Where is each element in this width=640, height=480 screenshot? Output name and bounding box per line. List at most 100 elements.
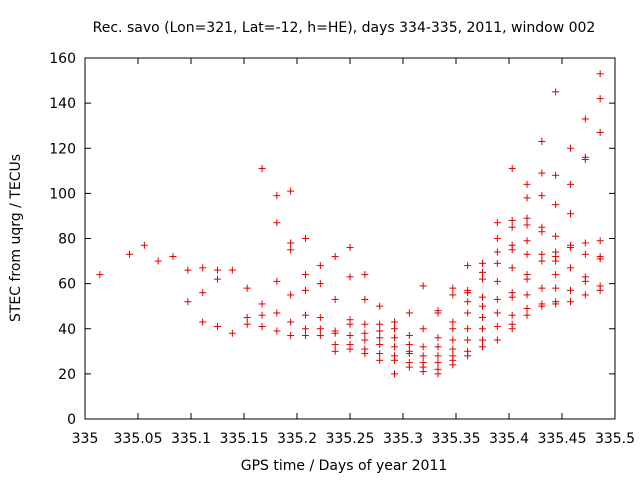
data-point — [184, 298, 192, 306]
data-point — [419, 325, 427, 333]
data-point — [464, 298, 472, 306]
data-point — [508, 216, 516, 224]
data-point — [316, 262, 324, 270]
data-point — [464, 325, 472, 333]
y-tick-label: 100 — [49, 186, 76, 202]
data-point — [449, 284, 457, 292]
data-point — [464, 309, 472, 317]
data-point — [479, 259, 486, 267]
data-point — [214, 322, 221, 330]
data-point — [581, 115, 589, 123]
data-point — [449, 345, 457, 353]
data-point — [523, 291, 531, 299]
data-point — [523, 250, 531, 258]
data-point — [316, 332, 324, 340]
data-point — [493, 336, 501, 344]
data-point — [391, 356, 399, 364]
data-point — [273, 192, 281, 200]
data-point — [596, 70, 604, 78]
data-point — [552, 284, 560, 292]
data-point — [287, 239, 295, 247]
x-tick-label: 335.5 — [595, 431, 635, 447]
data-point — [405, 363, 413, 371]
data-point — [538, 250, 546, 258]
data-point — [331, 295, 339, 303]
data-point — [419, 282, 427, 290]
data-point — [479, 302, 486, 310]
data-point — [434, 370, 442, 378]
data-point — [391, 334, 399, 342]
data-point — [126, 250, 134, 258]
data-point — [361, 350, 369, 358]
data-point — [405, 341, 413, 349]
y-tick-label: 80 — [58, 232, 76, 248]
data-point — [287, 291, 295, 299]
data-point — [346, 345, 354, 353]
data-point — [566, 264, 574, 272]
data-point — [479, 325, 486, 333]
data-point — [228, 266, 236, 274]
data-points — [96, 70, 604, 378]
data-point — [596, 128, 604, 136]
data-point — [493, 235, 501, 242]
y-tick-label: 40 — [58, 322, 76, 338]
data-point — [523, 311, 531, 319]
x-tick-label: 335.1 — [171, 431, 211, 447]
data-point — [552, 201, 560, 209]
data-point — [376, 334, 384, 342]
data-point — [376, 302, 384, 310]
data-point — [523, 214, 531, 222]
data-point — [376, 350, 384, 358]
data-point — [538, 169, 546, 177]
data-point — [479, 313, 486, 321]
data-point — [493, 219, 501, 227]
data-point — [301, 332, 309, 340]
x-axis-label: GPS time / Days of year 2011 — [241, 458, 448, 474]
data-point — [581, 277, 589, 285]
data-point — [538, 257, 546, 265]
data-point — [199, 289, 207, 297]
y-tick-label: 60 — [58, 277, 76, 293]
data-point — [273, 277, 281, 285]
data-point — [596, 95, 604, 103]
data-point — [376, 320, 384, 328]
data-point — [508, 325, 516, 333]
data-point — [538, 302, 546, 310]
data-point — [376, 341, 384, 349]
data-point — [434, 352, 442, 360]
data-point — [228, 329, 236, 337]
x-tick-label: 335.15 — [220, 431, 269, 447]
data-point — [273, 309, 281, 317]
data-point — [523, 180, 531, 188]
data-point — [331, 253, 339, 261]
data-point — [508, 311, 516, 319]
data-point — [566, 210, 574, 218]
data-point — [346, 244, 354, 252]
data-point — [464, 289, 472, 297]
data-point — [405, 332, 413, 340]
data-point — [508, 165, 516, 173]
x-axis-ticks: 335 335.05 335.1 335.15 335.2 335.25 335.3 335.… — [72, 58, 635, 447]
data-point — [361, 295, 369, 303]
data-point — [434, 334, 442, 342]
data-point — [493, 322, 501, 330]
data-point — [419, 343, 427, 351]
data-point — [479, 336, 486, 344]
data-point — [391, 325, 399, 333]
data-point — [523, 237, 531, 245]
data-point — [287, 246, 295, 254]
data-point — [449, 336, 457, 344]
data-point — [434, 359, 442, 367]
y-tick-label: 20 — [58, 367, 76, 383]
x-tick-label: 335.3 — [383, 431, 423, 447]
data-point — [434, 343, 442, 351]
data-point — [405, 350, 413, 358]
data-point — [479, 275, 486, 283]
data-point — [493, 259, 501, 267]
data-point — [552, 300, 560, 308]
data-point — [508, 223, 516, 231]
data-point — [552, 271, 560, 279]
data-point — [493, 309, 501, 317]
data-point — [376, 327, 384, 335]
data-point — [538, 228, 546, 236]
